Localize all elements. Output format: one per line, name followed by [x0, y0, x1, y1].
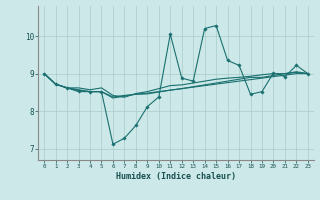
X-axis label: Humidex (Indice chaleur): Humidex (Indice chaleur): [116, 172, 236, 181]
